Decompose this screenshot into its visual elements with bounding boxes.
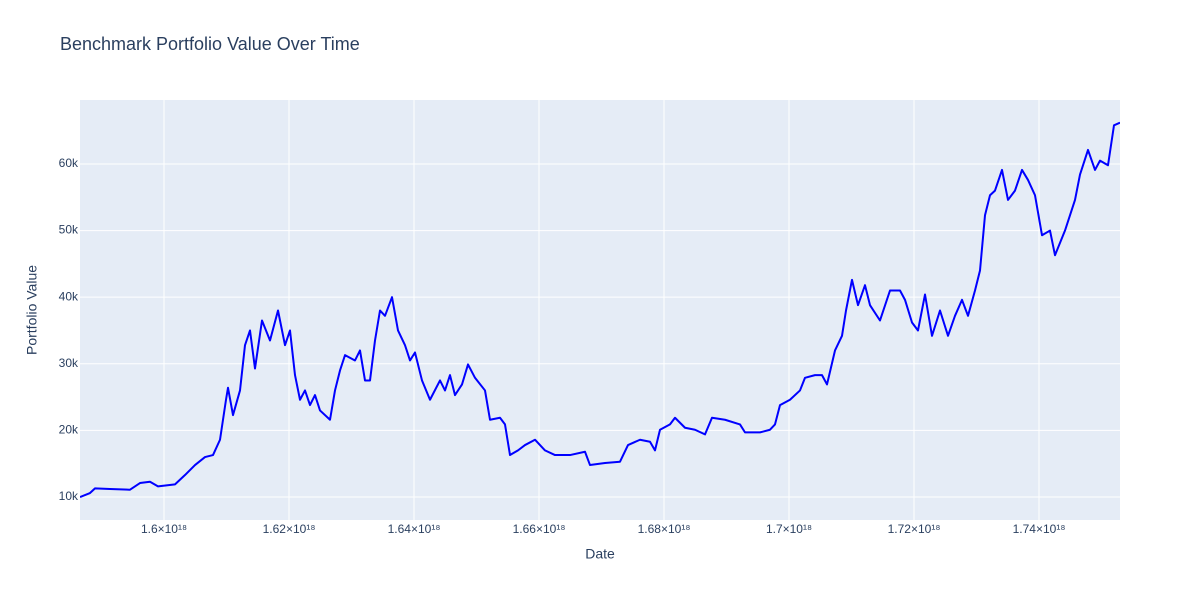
y-tick-label: 20k <box>59 423 79 437</box>
line <box>80 121 1120 498</box>
x-tick-label: 1.64×10¹⁸ <box>388 522 441 536</box>
chart-title: Benchmark Portfolio Value Over Time <box>60 34 360 54</box>
plot-background <box>80 100 1120 520</box>
x-tick-label: 1.68×10¹⁸ <box>638 522 691 536</box>
y-tick-label: 30k <box>59 356 79 370</box>
y-tick-label: 10k <box>59 489 79 503</box>
y-tick-label: 50k <box>59 223 79 237</box>
y-tick-label: 40k <box>59 289 79 303</box>
x-tick-label: 1.74×10¹⁸ <box>1013 522 1066 536</box>
x-tick-label: 1.62×10¹⁸ <box>263 522 316 536</box>
grid <box>80 100 1120 520</box>
x-tick-label: 1.6×10¹⁸ <box>141 522 187 536</box>
y-tick-label: 60k <box>59 156 79 170</box>
x-tick-label: 1.66×10¹⁸ <box>513 522 566 536</box>
y-axis-title: Portfolio Value <box>24 265 40 355</box>
x-tick-label: 1.7×10¹⁸ <box>766 522 812 536</box>
x-axis-title: Date <box>585 546 615 562</box>
x-tick-label: 1.72×10¹⁸ <box>888 522 941 536</box>
